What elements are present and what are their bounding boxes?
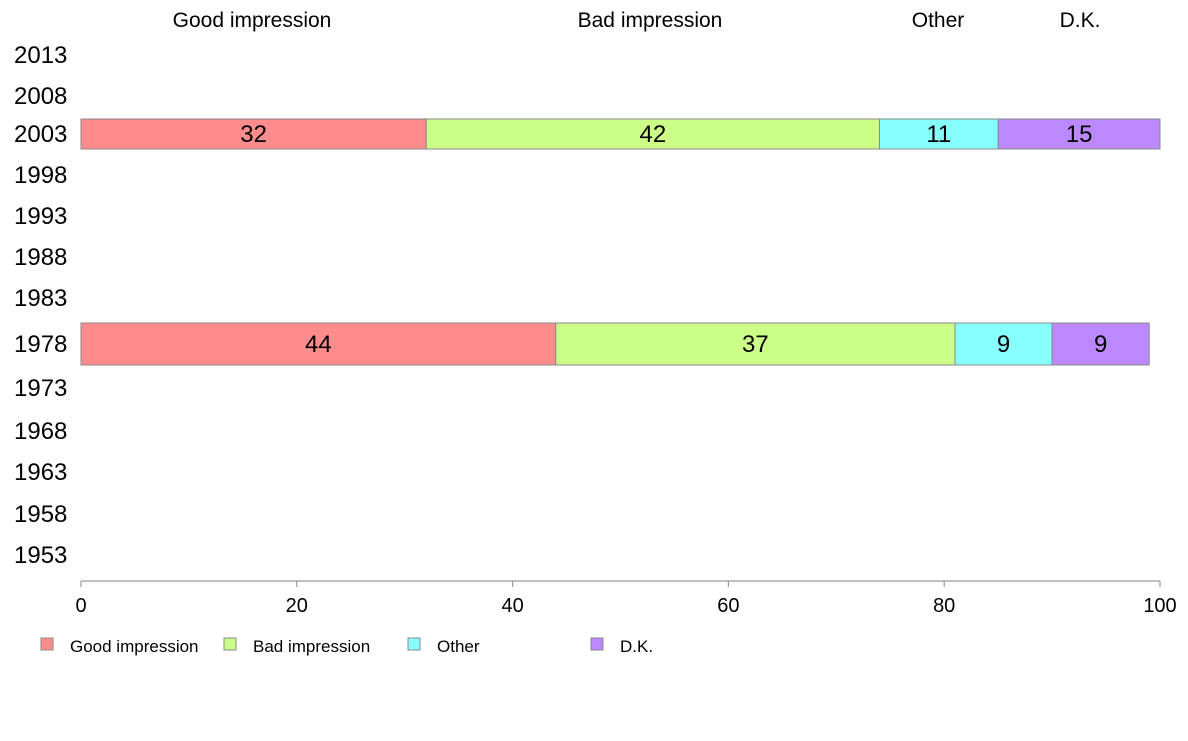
y-tick-label-1998: 1998	[14, 162, 67, 189]
legend-label-3: D.K.	[620, 637, 653, 656]
header-label-2: Other	[912, 9, 965, 32]
x-tick-label-80: 80	[933, 595, 955, 617]
data-label-1978-0: 44	[305, 331, 332, 358]
x-tick-label-0: 0	[75, 595, 86, 617]
y-tick-label-1988: 1988	[14, 244, 67, 271]
y-tick-label-1958: 1958	[14, 501, 67, 528]
y-tick-label-2013: 2013	[14, 42, 67, 69]
y-tick-label-2003: 2003	[14, 121, 67, 148]
x-tick-label-20: 20	[286, 595, 308, 617]
legend-swatch-1	[223, 637, 237, 651]
y-tick-label-1983: 1983	[14, 285, 67, 312]
y-tick-label-1973: 1973	[14, 375, 67, 402]
legend-swatch-0	[40, 637, 54, 651]
legend-label-0: Good impression	[70, 637, 199, 656]
y-tick-label-1993: 1993	[14, 203, 67, 230]
data-label-2003-0: 32	[240, 121, 267, 148]
x-tick-label-40: 40	[501, 595, 523, 617]
data-label-1978-3: 9	[1094, 331, 1107, 358]
header-label-1: Bad impression	[578, 9, 723, 32]
bar-1978-3	[1051, 322, 1150, 366]
y-tick-label-1953: 1953	[14, 542, 67, 569]
bar-1978-0	[80, 322, 557, 366]
legend-swatch-3	[590, 637, 604, 651]
y-tick-label-1968: 1968	[14, 418, 67, 445]
bar-2003-3	[997, 118, 1161, 150]
x-tick-label-60: 60	[717, 595, 739, 617]
data-label-1978-1: 37	[742, 331, 769, 358]
bar-1978-1	[555, 322, 956, 366]
y-tick-label-1978: 1978	[14, 331, 67, 358]
bar-1978-2	[954, 322, 1053, 366]
data-label-2003-1: 42	[640, 121, 667, 148]
bar-2003-2	[878, 118, 999, 150]
bars: 32 42 11 15 44 37 9 9	[80, 118, 1161, 366]
legend-swatch-2	[407, 637, 421, 651]
header-labels: Good impression Bad impression Other D.K.	[173, 9, 1101, 32]
y-tick-label-1963: 1963	[14, 459, 67, 486]
data-label-2003-3: 15	[1066, 121, 1093, 148]
y-axis-labels: 2013 2008 2003 1998 1993 1988 1983 1978 1973 1968…	[14, 42, 67, 569]
legend: Good impression Bad impression Other D.K.	[40, 637, 653, 656]
bar-2003-1	[425, 118, 880, 150]
x-tick-label-100: 100	[1143, 595, 1176, 617]
header-label-0: Good impression	[173, 9, 332, 32]
y-tick-label-2008: 2008	[14, 83, 67, 110]
header-label-3: D.K.	[1060, 9, 1101, 32]
data-label-1978-2: 9	[997, 331, 1010, 358]
legend-label-2: Other	[437, 637, 480, 656]
legend-label-1: Bad impression	[253, 637, 370, 656]
data-label-2003-2: 11	[926, 121, 951, 148]
x-axis: 0 20 40 60 80 100	[75, 580, 1177, 617]
bar-2003-0	[80, 118, 427, 150]
